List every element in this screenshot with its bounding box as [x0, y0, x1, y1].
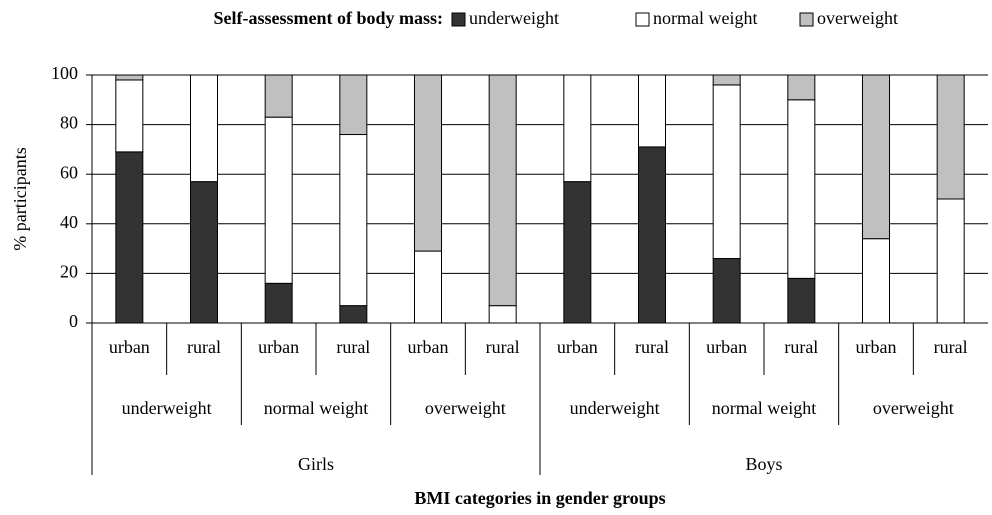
- bar-segment: [563, 181, 592, 324]
- x-tick-label: rural: [784, 337, 818, 357]
- bar-segment: [787, 99, 816, 279]
- bar-segment: [339, 305, 368, 324]
- legend-label: normal weight: [653, 8, 757, 28]
- y-axis-label: % participants: [10, 147, 30, 250]
- y-tick-label: 100: [51, 63, 78, 83]
- y-tick-label: 0: [69, 311, 78, 331]
- x-tick-label: urban: [706, 337, 747, 357]
- y-tick-label: 20: [60, 262, 78, 282]
- bar-segment: [787, 277, 816, 324]
- group-label: underweight: [122, 398, 212, 418]
- x-tick-label: urban: [258, 337, 299, 357]
- bar-segment: [936, 74, 965, 200]
- y-tick-label: 80: [60, 113, 78, 133]
- x-tick-label: rural: [336, 337, 370, 357]
- bar-segment: [414, 74, 442, 252]
- bar-segment: [115, 74, 144, 81]
- bar-segment: [414, 250, 442, 324]
- legend-label: underweight: [469, 8, 559, 28]
- bar-segment: [712, 258, 741, 324]
- y-tick-label: 40: [60, 212, 78, 232]
- bar-segment: [190, 74, 218, 183]
- gender-label: Boys: [745, 454, 782, 474]
- group-label: overweight: [425, 398, 506, 418]
- legend-title: Self-assessment of body mass:: [214, 8, 444, 28]
- legend-swatch: [451, 12, 466, 27]
- bar-segment: [936, 198, 965, 324]
- group-label: normal weight: [712, 398, 816, 418]
- bar-segment: [488, 305, 517, 324]
- bar-segment: [264, 116, 293, 284]
- legend-swatch: [635, 12, 650, 27]
- group-label: overweight: [873, 398, 954, 418]
- bar-segment: [339, 134, 368, 307]
- bar-segment: [712, 74, 741, 86]
- x-tick-label: urban: [557, 337, 598, 357]
- x-tick-label: rural: [486, 337, 520, 357]
- bar-segment: [862, 74, 890, 240]
- bar-segment: [264, 74, 293, 118]
- bar-segment: [488, 74, 517, 307]
- x-tick-label: urban: [856, 337, 897, 357]
- x-tick-label: rural: [187, 337, 221, 357]
- x-tick-label: urban: [408, 337, 449, 357]
- bar-segment: [115, 151, 144, 324]
- bar-segment: [339, 74, 368, 136]
- bar-segment: [712, 84, 741, 260]
- bar-segment: [190, 181, 218, 324]
- group-label: underweight: [570, 398, 660, 418]
- x-axis-label: BMI categories in gender groups: [414, 488, 665, 508]
- bar-segment: [115, 79, 144, 153]
- bar-segment: [638, 146, 666, 324]
- x-tick-label: rural: [635, 337, 669, 357]
- bar-segment: [264, 282, 293, 324]
- group-label: normal weight: [264, 398, 368, 418]
- legend-label: overweight: [817, 8, 898, 28]
- x-tick-label: rural: [934, 337, 968, 357]
- y-tick-label: 60: [60, 162, 78, 182]
- bar-segment: [563, 74, 592, 183]
- legend-swatch: [799, 12, 814, 27]
- bar-segment: [787, 74, 816, 101]
- bar-segment: [638, 74, 666, 148]
- x-tick-label: urban: [109, 337, 150, 357]
- gender-label: Girls: [298, 454, 334, 474]
- bar-segment: [862, 238, 890, 324]
